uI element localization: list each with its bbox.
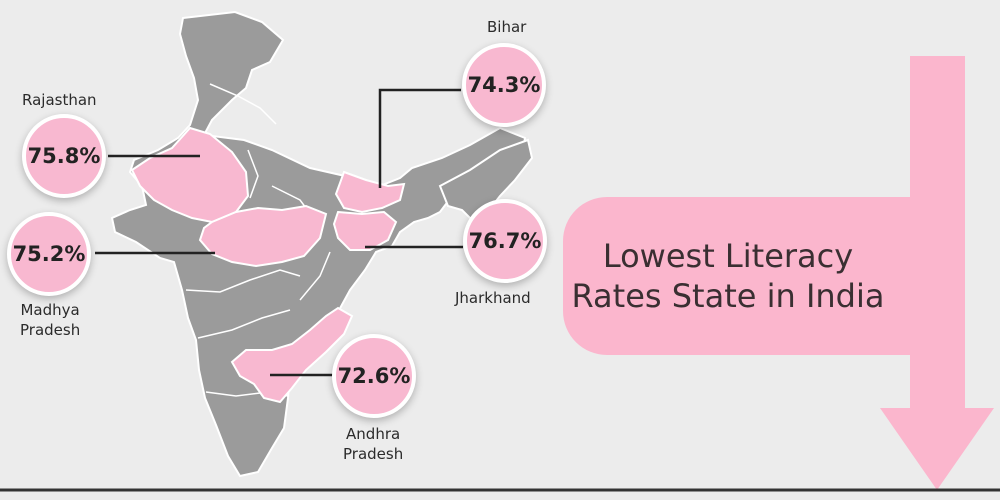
- jharkhand-region: [332, 210, 398, 251]
- jharkhand-bubble: 76.7%: [463, 199, 547, 283]
- title: Lowest Literacy Rates State in India: [572, 236, 935, 316]
- rajasthan-label: Rajasthan: [22, 91, 97, 109]
- connector-lines: [95, 88, 463, 377]
- bihar-rate: 74.3%: [467, 73, 541, 97]
- jharkhand-label: Jharkhand: [455, 289, 531, 307]
- title-box: Lowest Literacy Rates State in India: [563, 197, 943, 355]
- title-line-2: Rates State in India: [571, 277, 885, 315]
- andhra-pradesh-label: Andhra Pradesh: [343, 424, 403, 464]
- title-line-1: Lowest Literacy: [602, 237, 854, 275]
- andhra-pradesh-region: [230, 306, 354, 404]
- andhra-pradesh-label-line-1: Andhra: [346, 425, 401, 443]
- bihar-connector: [378, 88, 461, 188]
- andhra-pradesh-rate: 72.6%: [337, 364, 411, 388]
- bihar-bubble: 74.3%: [462, 43, 546, 127]
- madhya-pradesh-region: [198, 204, 328, 268]
- rajasthan-rate: 75.8%: [27, 144, 101, 168]
- bihar-label: Bihar: [487, 18, 527, 36]
- bihar-region: [334, 170, 406, 214]
- madhya-pradesh-rate: 75.2%: [12, 242, 86, 266]
- northeast-region: [438, 138, 534, 224]
- india-outline: [110, 10, 527, 478]
- andhra-pradesh-label-line-2: Pradesh: [343, 445, 404, 463]
- rajasthan-region: [130, 126, 250, 224]
- madhya-pradesh-label-line-2: Pradesh: [20, 321, 81, 339]
- madhya-pradesh-bubble: 75.2%: [7, 212, 91, 296]
- madhya-pradesh-label: Madhya Pradesh: [20, 300, 80, 340]
- madhya-pradesh-label-line-1: Madhya: [20, 301, 80, 319]
- rajasthan-bubble: 75.8%: [22, 114, 106, 198]
- andhra-pradesh-bubble: 72.6%: [332, 334, 416, 418]
- jharkhand-rate: 76.7%: [468, 229, 542, 253]
